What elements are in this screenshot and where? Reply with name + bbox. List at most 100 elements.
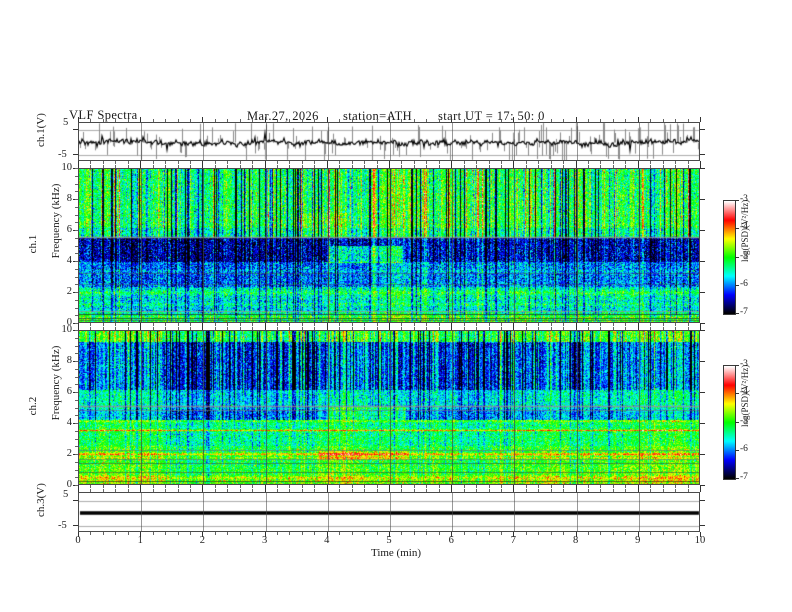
xtick	[700, 532, 701, 537]
xtick-minor	[351, 532, 353, 535]
xtick-minor	[525, 323, 527, 326]
xtick-minor	[675, 489, 677, 492]
xtick-minor	[214, 165, 216, 168]
xtick-minor	[600, 323, 602, 326]
xtick-minor	[277, 119, 279, 122]
xtick-minor	[438, 532, 440, 535]
xtick	[202, 163, 204, 168]
xtick-minor	[550, 119, 552, 122]
xtick-minor	[364, 161, 366, 164]
xtick-minor	[152, 327, 154, 330]
xtick-minor	[252, 489, 254, 492]
xtick-minor	[102, 532, 104, 535]
time-tick-2: 2	[199, 535, 206, 546]
xtick-minor	[102, 119, 104, 122]
xtick-minor	[687, 165, 689, 168]
xtick-minor	[252, 532, 254, 535]
xtick	[389, 117, 390, 122]
ytick-minor	[75, 191, 78, 193]
xtick-minor	[413, 532, 415, 535]
xtick-minor	[438, 327, 440, 330]
time-tick-8: 8	[572, 535, 579, 546]
xtick-minor	[227, 323, 229, 326]
ytick-minor	[75, 268, 78, 270]
ytick-minor	[75, 407, 78, 409]
xtick-minor	[289, 119, 291, 122]
xtick-minor	[500, 161, 502, 164]
xtick-minor	[239, 327, 241, 330]
xtick-minor	[426, 161, 428, 164]
xtick-minor	[525, 119, 527, 122]
xtick-minor	[115, 161, 117, 164]
xtick-minor	[550, 327, 552, 330]
xtick-minor	[426, 119, 428, 122]
panel-ch1-waveform	[78, 122, 700, 161]
xtick-minor	[538, 485, 540, 488]
xtick	[451, 117, 453, 122]
xtick	[264, 487, 266, 492]
xtick-minor	[102, 489, 104, 492]
xtick-minor	[289, 161, 291, 164]
ytick-minor	[75, 199, 78, 200]
xtick-minor	[301, 323, 303, 326]
ytick	[700, 199, 705, 200]
xtick	[575, 117, 577, 122]
xtick-minor	[339, 119, 341, 122]
xtick-minor	[102, 165, 104, 168]
freq-tick-ch1-spectrogram-6: 6	[66, 224, 72, 235]
xtick-minor	[401, 532, 403, 535]
xtick-minor	[413, 485, 415, 488]
xtick-minor	[625, 485, 627, 488]
xtick-minor	[538, 119, 540, 122]
xtick-minor	[588, 489, 590, 492]
ytick	[73, 524, 78, 526]
panel-ch3-waveform	[78, 492, 700, 532]
xtick-minor	[301, 119, 303, 122]
xtick	[264, 163, 266, 168]
ytick	[700, 330, 705, 331]
xtick-minor	[252, 161, 254, 164]
xtick-minor	[90, 323, 92, 326]
xtick-minor	[227, 532, 229, 535]
xtick-minor	[152, 165, 154, 168]
xtick-minor	[351, 165, 353, 168]
xtick-minor	[214, 485, 216, 488]
xtick-minor	[625, 532, 627, 535]
xtick	[700, 487, 701, 492]
xtick-minor	[376, 323, 378, 326]
xtick-minor	[189, 323, 191, 326]
xtick	[78, 117, 79, 122]
xtick-minor	[625, 165, 627, 168]
xtick-minor	[189, 327, 191, 330]
xtick-minor	[301, 165, 303, 168]
xtick	[451, 325, 453, 330]
xtick-minor	[152, 532, 154, 535]
xtick	[513, 325, 515, 330]
xtick-minor	[90, 327, 92, 330]
colorbar-tick	[735, 449, 739, 451]
xtick-minor	[152, 323, 154, 326]
ch3-ytick-neg5: -5	[58, 520, 67, 531]
xtick	[326, 163, 328, 168]
xtick-minor	[488, 119, 490, 122]
xtick-minor	[289, 489, 291, 492]
xtick-minor	[426, 485, 428, 488]
ytick-minor	[75, 368, 78, 370]
xtick	[78, 163, 79, 168]
colorbar-tick	[735, 284, 739, 286]
xtick-minor	[588, 327, 590, 330]
colorbar-tick	[735, 313, 739, 314]
xtick-minor	[476, 161, 478, 164]
ytick-minor	[75, 175, 78, 177]
xtick-minor	[438, 119, 440, 122]
xtick-minor	[563, 323, 565, 326]
xtick	[202, 532, 204, 537]
xtick-minor	[314, 532, 316, 535]
freq-tick-ch2-spectrogram-0: 0	[66, 479, 72, 490]
colorbar-tick	[735, 421, 739, 423]
xtick-minor	[687, 489, 689, 492]
time-tick-1: 1	[137, 535, 143, 546]
xtick-minor	[675, 327, 677, 330]
xtick-minor	[252, 485, 254, 488]
xtick-minor	[650, 119, 652, 122]
